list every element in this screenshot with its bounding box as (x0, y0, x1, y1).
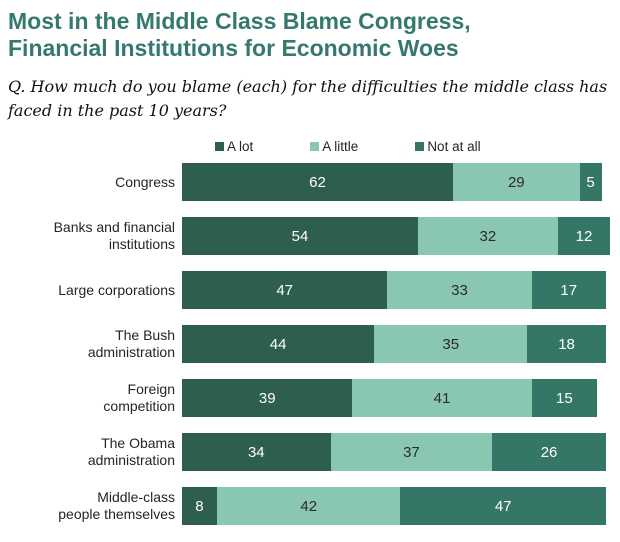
bar-track: 39 41 15 (182, 379, 598, 417)
legend-item-a-lot: A lot (215, 139, 253, 154)
stacked-bar-chart: Congress 62 29 5 Banks and financial institu… (8, 163, 614, 525)
bar-track: 34 37 26 (182, 433, 606, 471)
bar-segment-a-lot: 44 (182, 325, 375, 363)
bar-segment-not-at-all: 17 (531, 271, 606, 309)
bar-segment-a-lot: 47 (182, 271, 388, 309)
legend-label: A little (322, 138, 359, 154)
bar-segment-a-little: 35 (374, 325, 528, 363)
bar-segment-a-lot: 62 (182, 163, 453, 201)
bar-row: Foreign competition 39 41 15 (8, 379, 614, 417)
bar-segment-not-at-all: 5 (579, 163, 602, 201)
row-label: The Bush administration (87, 327, 175, 360)
bar-segment-a-lot: 39 (182, 379, 353, 417)
bar-segment-not-at-all: 47 (400, 487, 606, 525)
bar-track: 44 35 18 (182, 325, 606, 363)
bar-segment-a-lot: 54 (182, 217, 418, 255)
row-label: Foreign competition (103, 381, 175, 414)
bar-segment-a-little: 33 (387, 271, 532, 309)
legend-label: A lot (227, 138, 254, 154)
chart-legend: A lot A little Not at all (215, 138, 614, 154)
legend-item-a-little: A little (310, 139, 358, 154)
row-label: Middle-class people themselves (58, 489, 175, 522)
legend-label: Not at all (427, 138, 481, 154)
legend-swatch-icon (415, 141, 425, 151)
bar-track: 62 29 5 (182, 163, 602, 201)
chart-question: Q. How much do you blame (each) for the … (8, 77, 608, 120)
row-label: Congress (115, 173, 175, 190)
chart-title: Most in the Middle Class Blame Congress,… (8, 8, 471, 61)
bar-segment-a-lot: 8 (182, 487, 217, 525)
bar-row: The Obama administration 34 37 26 (8, 433, 614, 471)
bar-row: The Bush administration 44 35 18 (8, 325, 614, 363)
bar-segment-a-little: 32 (417, 217, 558, 255)
bar-row: Banks and financial institutions 54 32 12 (8, 217, 614, 255)
bar-segment-not-at-all: 18 (527, 325, 606, 363)
row-label: Large corporations (58, 281, 175, 298)
bar-segment-not-at-all: 12 (557, 217, 611, 255)
bar-segment-a-lot: 34 (182, 433, 331, 471)
bar-track: 47 33 17 (182, 271, 606, 309)
row-label: Banks and financial institutions (53, 219, 175, 252)
bar-segment-not-at-all: 15 (531, 379, 598, 417)
bar-segment-not-at-all: 26 (492, 433, 606, 471)
row-label: The Obama administration (87, 435, 175, 468)
bar-segment-a-little: 42 (216, 487, 401, 525)
legend-item-not-at-all: Not at all (415, 138, 481, 154)
bar-track: 8 42 47 (182, 487, 606, 525)
bar-row: Middle-class people themselves 8 42 47 (8, 487, 614, 525)
bar-segment-a-little: 37 (330, 433, 493, 471)
bar-track: 54 32 12 (182, 217, 611, 255)
bar-row: Congress 62 29 5 (8, 163, 614, 201)
bar-segment-a-little: 41 (352, 379, 532, 417)
legend-swatch-icon (215, 141, 224, 151)
bar-segment-a-little: 29 (452, 163, 580, 201)
bar-row: Large corporations 47 33 17 (8, 271, 614, 309)
legend-swatch-icon (310, 141, 320, 151)
